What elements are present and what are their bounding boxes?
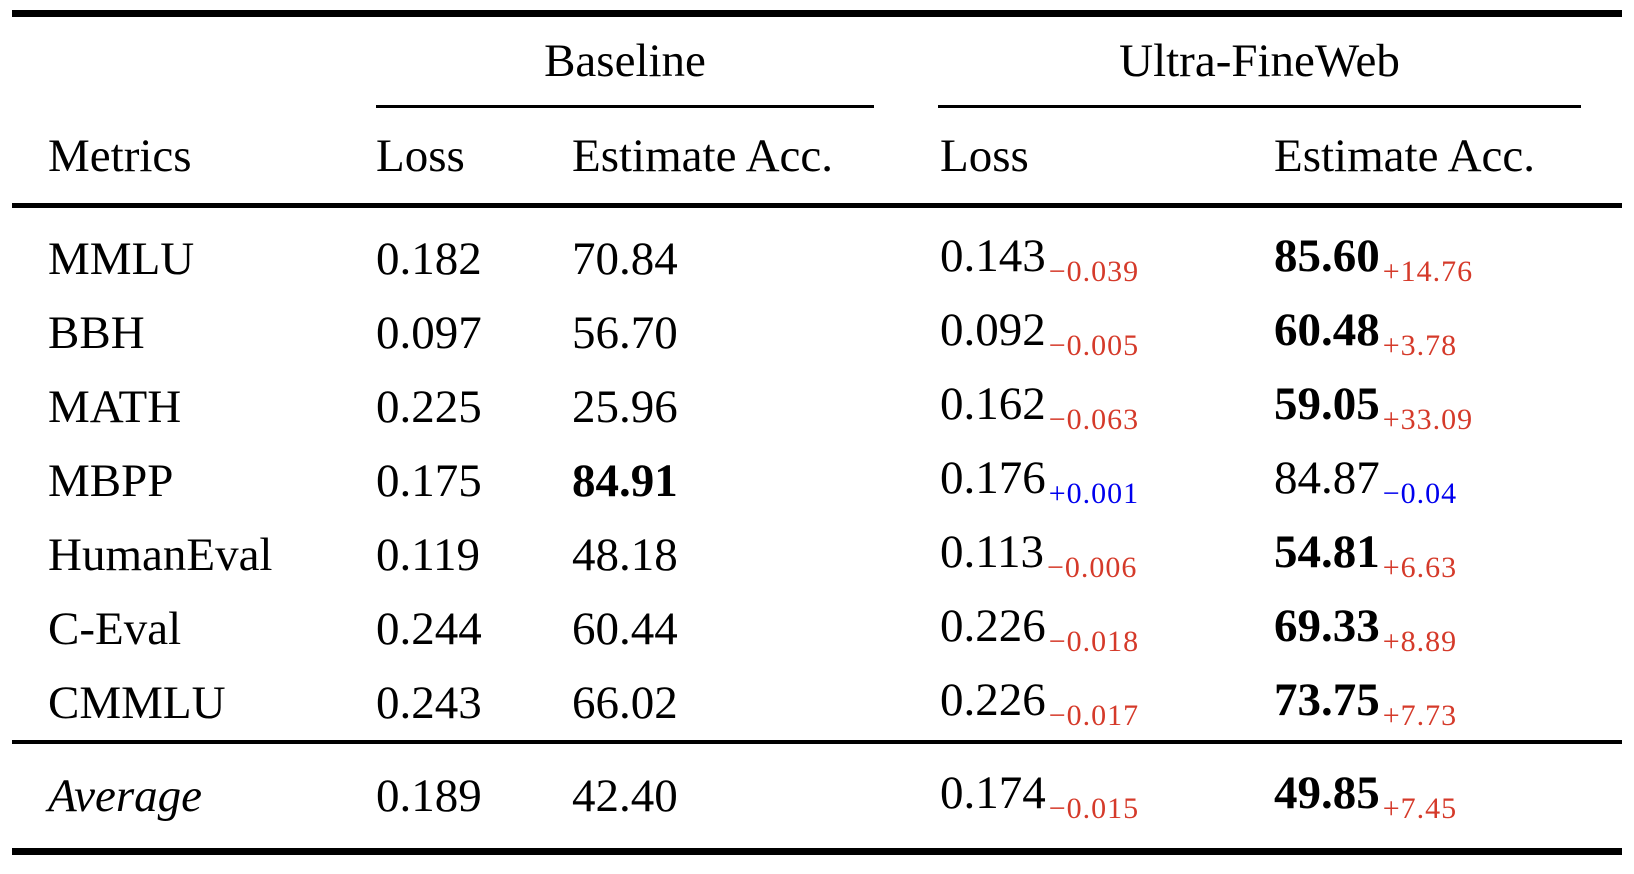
metric-name: MBPP [48, 455, 174, 507]
metric-name: HumanEval [48, 529, 273, 581]
column-header-ufw-loss: Loss [940, 129, 1029, 182]
ufw-acc-delta: +8.89 [1382, 625, 1458, 658]
baseline-loss-value: 0.175 [376, 455, 482, 507]
column-header-ufw-estimate-acc: Estimate Acc. [1274, 129, 1536, 182]
table-row: C-Eval 0.244 60.44 0.226 −0.018 69.33 +8.8… [0, 592, 1634, 666]
average-section: Average 0.189 42.40 0.174 −0.015 49.85 +7.… [0, 744, 1634, 848]
column-header-metrics: Metrics [48, 129, 192, 182]
ufw-estimate-acc-value: 54.81 +6.63 [1274, 525, 1634, 585]
baseline-estimate-acc-value: 70.84 [572, 233, 678, 285]
ufw-loss-delta: −0.017 [1048, 699, 1140, 732]
table-row: Average 0.189 42.40 0.174 −0.015 49.85 +7.… [0, 744, 1634, 848]
ufw-acc-main: 49.85 [1274, 767, 1380, 819]
metric-name: CMMLU [48, 677, 226, 729]
ufw-loss-value: 0.174 −0.015 [940, 766, 1274, 826]
ufw-loss-delta: −0.015 [1048, 792, 1140, 825]
ufw-acc-main: 84.87 [1274, 452, 1380, 504]
metric-name: MATH [48, 381, 182, 433]
baseline-loss-value: 0.244 [376, 603, 482, 655]
ufw-acc-delta: +7.73 [1382, 699, 1458, 732]
ufw-acc-delta: +7.45 [1382, 792, 1458, 825]
baseline-loss-value: 0.182 [376, 233, 482, 285]
ufw-loss-value: 0.226 −0.018 [940, 599, 1274, 659]
baseline-loss-value: 0.243 [376, 677, 482, 729]
ufw-acc-delta: +14.76 [1382, 255, 1474, 288]
baseline-underline [376, 105, 874, 108]
ufw-loss-main: 0.174 [940, 767, 1046, 819]
table-row: MMLU 0.182 70.84 0.143 −0.039 85.60 +14.76 [0, 222, 1634, 296]
ufw-acc-main: 59.05 [1274, 378, 1380, 430]
ufw-acc-main: 85.60 [1274, 230, 1380, 282]
group-header-row: Baseline Ultra-FineWeb [0, 17, 1634, 105]
ufw-loss-delta: −0.039 [1048, 255, 1140, 288]
ufw-acc-main: 69.33 [1274, 600, 1380, 652]
ufw-loss-value: 0.176 +0.001 [940, 451, 1274, 511]
table-row: CMMLU 0.243 66.02 0.226 −0.017 73.75 +7.73 [0, 666, 1634, 740]
ufw-estimate-acc-value: 84.87 −0.04 [1274, 451, 1634, 511]
ufw-loss-delta: −0.005 [1048, 329, 1140, 362]
ufw-estimate-acc-value: 73.75 +7.73 [1274, 673, 1634, 733]
table-body: MMLU 0.182 70.84 0.143 −0.039 85.60 +14.76… [0, 208, 1634, 740]
table-row: MBPP 0.175 84.91 0.176 +0.001 84.87 −0.04 [0, 444, 1634, 518]
ufw-acc-main: 73.75 [1274, 674, 1380, 726]
header-separator-rule [12, 203, 1622, 208]
ufw-loss-value: 0.226 −0.017 [940, 673, 1274, 733]
ufw-acc-delta: +3.78 [1382, 329, 1458, 362]
group-header-ultra-fineweb: Ultra-FineWeb [1119, 35, 1400, 87]
column-header-row: Metrics Loss Estimate Acc. Loss Estimate… [0, 108, 1634, 203]
ufw-acc-delta: +33.09 [1382, 403, 1474, 436]
ufw-loss-main: 0.162 [940, 378, 1046, 430]
group-header-baseline: Baseline [544, 35, 706, 87]
ufw-loss-value: 0.092 −0.005 [940, 303, 1274, 363]
baseline-estimate-acc-value: 42.40 [572, 770, 678, 822]
ufw-acc-main: 54.81 [1274, 526, 1380, 578]
table-bottom-rule [12, 848, 1622, 855]
metric-name: MMLU [48, 233, 195, 285]
ufw-loss-value: 0.162 −0.063 [940, 377, 1274, 437]
ufw-loss-main: 0.226 [940, 600, 1046, 652]
ufw-loss-main: 0.226 [940, 674, 1046, 726]
ufw-estimate-acc-value: 85.60 +14.76 [1274, 229, 1634, 289]
ufw-estimate-acc-value: 49.85 +7.45 [1274, 766, 1634, 826]
ufw-loss-main: 0.176 [940, 452, 1046, 504]
metric-name: BBH [48, 307, 145, 359]
ufw-estimate-acc-value: 59.05 +33.09 [1274, 377, 1634, 437]
baseline-estimate-acc-value: 84.91 [572, 455, 678, 507]
table-row: BBH 0.097 56.70 0.092 −0.005 60.48 +3.78 [0, 296, 1634, 370]
ufw-estimate-acc-value: 60.48 +3.78 [1274, 303, 1634, 363]
ultra-fineweb-underline [938, 105, 1581, 108]
baseline-estimate-acc-value: 25.96 [572, 381, 678, 433]
metric-name: Average [48, 770, 202, 822]
ufw-loss-main: 0.092 [940, 304, 1046, 356]
ufw-loss-main: 0.143 [940, 230, 1046, 282]
baseline-estimate-acc-value: 60.44 [572, 603, 678, 655]
baseline-estimate-acc-value: 66.02 [572, 677, 678, 729]
ufw-acc-main: 60.48 [1274, 304, 1380, 356]
baseline-loss-value: 0.189 [376, 770, 482, 822]
group-underline-row [0, 105, 1634, 108]
ufw-loss-delta: −0.063 [1048, 403, 1140, 436]
ufw-loss-value: 0.143 −0.039 [940, 229, 1274, 289]
ufw-acc-delta: +6.63 [1382, 551, 1458, 584]
ufw-loss-delta: −0.018 [1048, 625, 1140, 658]
table-row: HumanEval 0.119 48.18 0.113 −0.006 54.81 +… [0, 518, 1634, 592]
metric-name: C-Eval [48, 603, 182, 655]
column-header-baseline-loss: Loss [376, 129, 465, 182]
table-top-rule [12, 10, 1622, 17]
ufw-loss-delta: +0.001 [1048, 477, 1140, 510]
ufw-acc-delta: −0.04 [1382, 477, 1458, 510]
baseline-estimate-acc-value: 48.18 [572, 529, 678, 581]
baseline-loss-value: 0.225 [376, 381, 482, 433]
average-separator-rule [12, 740, 1622, 744]
ufw-loss-main: 0.113 [940, 526, 1045, 578]
ufw-loss-delta: −0.006 [1047, 551, 1138, 584]
baseline-loss-value: 0.119 [376, 529, 481, 581]
ufw-loss-value: 0.113 −0.006 [940, 525, 1274, 585]
column-header-baseline-estimate-acc: Estimate Acc. [572, 129, 834, 182]
ufw-estimate-acc-value: 69.33 +8.89 [1274, 599, 1634, 659]
table-row: MATH 0.225 25.96 0.162 −0.063 59.05 +33.09 [0, 370, 1634, 444]
baseline-estimate-acc-value: 56.70 [572, 307, 678, 359]
baseline-loss-value: 0.097 [376, 307, 482, 359]
